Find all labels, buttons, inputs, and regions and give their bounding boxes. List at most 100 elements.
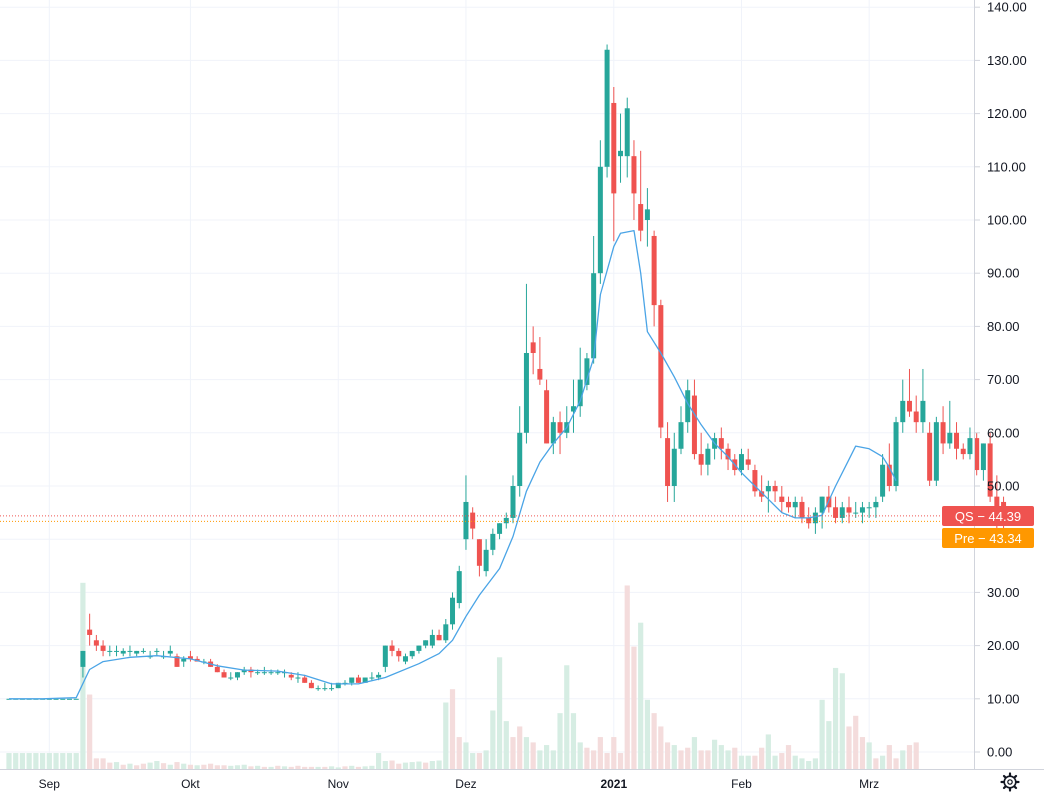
candle[interactable] — [812, 507, 818, 534]
candle[interactable] — [651, 230, 657, 327]
candle[interactable] — [174, 653, 180, 667]
candle[interactable] — [618, 113, 624, 183]
candle[interactable] — [315, 685, 321, 691]
gear-icon[interactable] — [1000, 772, 1020, 792]
candle[interactable] — [436, 629, 442, 641]
candle[interactable] — [107, 645, 113, 657]
candle[interactable] — [389, 640, 395, 657]
candle[interactable] — [644, 188, 650, 247]
candle[interactable] — [100, 640, 106, 657]
candle[interactable] — [423, 640, 429, 649]
candle[interactable] — [416, 645, 422, 654]
candle[interactable] — [665, 422, 671, 502]
candle[interactable] — [772, 480, 778, 502]
candle[interactable] — [960, 443, 966, 460]
candle[interactable] — [470, 507, 476, 540]
candle[interactable] — [241, 666, 247, 675]
candle[interactable] — [450, 592, 456, 630]
candle[interactable] — [638, 150, 644, 242]
candle[interactable] — [954, 422, 960, 460]
candle[interactable] — [503, 512, 509, 529]
candle[interactable] — [597, 140, 603, 284]
candle[interactable] — [705, 443, 711, 476]
candle[interactable] — [456, 565, 462, 609]
candle[interactable] — [127, 645, 133, 657]
candle[interactable] — [698, 432, 704, 476]
candle[interactable] — [866, 501, 872, 518]
candle[interactable] — [967, 427, 973, 460]
candle[interactable] — [550, 416, 556, 455]
candle[interactable] — [940, 406, 946, 455]
candle[interactable] — [631, 140, 637, 220]
candle[interactable] — [530, 326, 536, 375]
candle[interactable] — [517, 406, 523, 497]
candle[interactable] — [980, 443, 986, 481]
candle[interactable] — [678, 406, 684, 455]
candle[interactable] — [355, 674, 361, 683]
candle[interactable] — [947, 400, 953, 449]
candle[interactable] — [322, 682, 328, 691]
candle[interactable] — [154, 648, 160, 657]
candle[interactable] — [752, 464, 758, 497]
candle[interactable] — [537, 337, 543, 385]
candle[interactable] — [80, 650, 86, 678]
candle[interactable] — [53, 698, 59, 700]
candle[interactable] — [786, 496, 792, 513]
candle[interactable] — [429, 629, 435, 649]
candle[interactable] — [570, 379, 576, 433]
candle[interactable] — [691, 379, 697, 460]
candle[interactable] — [759, 475, 765, 502]
candle[interactable] — [745, 448, 751, 471]
candle[interactable] — [120, 648, 126, 657]
candle[interactable] — [974, 432, 980, 476]
candle[interactable] — [46, 698, 52, 700]
candle[interactable] — [927, 422, 933, 486]
candle[interactable] — [765, 480, 771, 513]
candle[interactable] — [577, 347, 583, 417]
candle[interactable] — [893, 416, 899, 492]
candle[interactable] — [544, 379, 550, 444]
candle[interactable] — [497, 523, 503, 540]
candle[interactable] — [792, 496, 798, 518]
candle[interactable] — [114, 645, 120, 657]
candle[interactable] — [490, 528, 496, 556]
candle[interactable] — [234, 672, 240, 681]
candle[interactable] — [799, 496, 805, 524]
x-axis[interactable]: Sep Okt Nov Dez 2021 Feb Mrz — [39, 777, 880, 791]
settings-button[interactable] — [1000, 772, 1020, 792]
candle[interactable] — [167, 645, 173, 657]
candle[interactable] — [671, 432, 677, 502]
candle[interactable] — [779, 486, 785, 513]
candle[interactable] — [873, 496, 879, 518]
candle[interactable] — [604, 44, 610, 178]
candle[interactable] — [738, 448, 744, 476]
candle[interactable] — [846, 496, 852, 524]
candle[interactable] — [859, 501, 865, 524]
candle[interactable] — [396, 648, 402, 662]
candle[interactable] — [913, 395, 919, 433]
candle[interactable] — [906, 368, 912, 417]
candle[interactable] — [584, 353, 590, 391]
candle[interactable] — [523, 283, 529, 444]
candle[interactable] — [624, 97, 630, 178]
candle[interactable] — [409, 650, 415, 659]
candle[interactable] — [221, 669, 227, 678]
candle[interactable] — [443, 619, 449, 643]
candle[interactable] — [483, 539, 489, 577]
candle[interactable] — [60, 698, 66, 700]
candle[interactable] — [87, 613, 93, 646]
candle[interactable] — [140, 648, 146, 654]
candle[interactable] — [839, 501, 845, 524]
candle[interactable] — [510, 475, 516, 524]
candle[interactable] — [611, 87, 617, 242]
candle[interactable] — [302, 674, 308, 683]
candle[interactable] — [591, 235, 597, 364]
candle[interactable] — [658, 299, 664, 439]
candle[interactable] — [402, 653, 408, 665]
candle[interactable] — [66, 698, 72, 700]
candle[interactable] — [900, 379, 906, 433]
candle[interactable] — [933, 416, 939, 486]
candle[interactable] — [718, 427, 724, 460]
candle[interactable] — [73, 698, 79, 700]
